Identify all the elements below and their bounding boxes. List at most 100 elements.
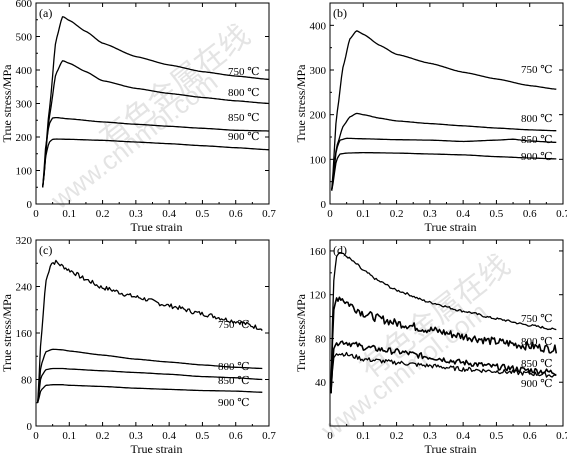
y-tick-label: 160 — [16, 328, 33, 340]
x-tick-label: 0.7 — [262, 208, 276, 220]
y-tick-label: 500 — [16, 32, 33, 44]
y-axis-title: True stress/MPa — [294, 64, 308, 143]
chart-panel: 0 0.1 0.2 0.3 0.4 0.5 0.6 0.7 0 100 200 300 400 True … — [294, 2, 567, 234]
x-tick-label: 0.2 — [96, 430, 110, 442]
x-tick-label: 0.4 — [162, 430, 176, 442]
y-tick-label: 40 — [315, 377, 327, 389]
series-label: 800 ℃ — [521, 336, 553, 348]
plot-frame — [329, 2, 564, 205]
x-tick-label: 0.5 — [196, 208, 210, 220]
x-tick-label: 0.1 — [356, 208, 370, 220]
y-axis-title: True stress/MPa — [294, 293, 308, 372]
x-axis-title: True strain — [131, 220, 183, 234]
series-label: 800 ℃ — [228, 87, 260, 99]
x-tick-label: 0.1 — [62, 208, 76, 220]
y-tick-label: 120 — [310, 290, 327, 302]
series-line — [330, 340, 557, 394]
series-line — [331, 151, 557, 191]
y-tick-label: 0 — [321, 199, 327, 211]
y-tick-label: 400 — [16, 65, 33, 77]
x-tick-label: 0.7 — [556, 208, 567, 220]
y-tick-label: 80 — [21, 375, 33, 387]
y-tick-label: 100 — [310, 154, 327, 166]
series-label: 750 ℃ — [218, 319, 250, 331]
chart-panel: 0 0.1 0.2 0.3 0.4 0.5 0.6 0.7 0 100 200 300 400 500 60… — [0, 0, 276, 234]
y-axis-title: True stress/MPa — [0, 293, 14, 372]
watermark-text-url: www.cnnmol.com — [314, 297, 493, 446]
x-tick-label: 0.6 — [523, 430, 537, 442]
x-tick-label: 0.7 — [262, 430, 276, 442]
series-line — [37, 384, 263, 403]
y-tick-label: 600 — [16, 0, 33, 10]
y-axis-title: True stress/MPa — [0, 64, 14, 143]
series-line — [331, 30, 557, 191]
y-tick-label: 320 — [16, 235, 33, 247]
series-label: 750 ℃ — [521, 64, 553, 76]
x-axis-title: True strain — [425, 442, 477, 454]
x-tick-label: 0.4 — [456, 430, 470, 442]
series-line — [42, 116, 269, 188]
series-label: 850 ℃ — [521, 134, 553, 146]
y-tick-label: 200 — [310, 110, 327, 122]
x-tick-label: 0.5 — [490, 430, 504, 442]
series-line — [331, 137, 557, 191]
y-tick-label: 100 — [16, 166, 33, 178]
series-label: 900 ℃ — [218, 397, 250, 409]
x-tick-label: 0.2 — [96, 208, 110, 220]
series-label: 850 ℃ — [228, 112, 260, 124]
y-tick-label: 160 — [310, 246, 327, 258]
series-line — [330, 296, 558, 394]
x-tick-label: 0.6 — [523, 208, 537, 220]
series-label: 900 ℃ — [228, 131, 260, 143]
panel-label: (b) — [333, 6, 347, 20]
x-tick-label: 0.1 — [356, 430, 370, 442]
y-tick-label: 300 — [310, 65, 327, 77]
series-label: 750 ℃ — [228, 66, 260, 78]
series-label: 800 ℃ — [218, 361, 250, 373]
y-tick-label: 80 — [315, 333, 327, 345]
x-tick-label: 0.6 — [229, 208, 243, 220]
series-label: 850 ℃ — [521, 358, 553, 370]
series-line — [330, 351, 557, 394]
x-tick-label: 0.3 — [423, 430, 437, 442]
watermark-text-url: www.cnnmol.com — [44, 67, 223, 216]
panel-label: (a) — [39, 6, 52, 20]
y-tick-label: 400 — [310, 20, 327, 32]
x-tick-label: 0.5 — [490, 208, 504, 220]
y-tick-label: 240 — [16, 282, 33, 294]
x-tick-label: 0.5 — [196, 430, 210, 442]
series-label: 900 ℃ — [521, 151, 553, 163]
series-line — [331, 112, 557, 191]
x-tick-label: 0 — [33, 430, 39, 442]
series-line — [42, 138, 269, 188]
series-label: 900 ℃ — [521, 378, 553, 390]
x-axis-title: True strain — [131, 442, 183, 454]
x-tick-label: 0 — [327, 430, 333, 442]
series-line — [330, 252, 557, 394]
x-tick-label: 0.1 — [62, 430, 76, 442]
y-tick-label: 0 — [27, 199, 33, 211]
chart-panel: 0 0.1 0.2 0.3 0.4 0.5 0.6 0.7 40 80 120 160 True str… — [294, 239, 567, 454]
x-tick-label: 0.4 — [456, 208, 470, 220]
series-line — [37, 259, 263, 403]
x-axis-title: True strain — [425, 220, 477, 234]
x-tick-label: 0 — [33, 208, 39, 220]
series-label: 850 ℃ — [218, 375, 250, 387]
series-line — [42, 16, 270, 188]
chart-panel: 0 0.1 0.2 0.3 0.4 0.5 0.6 0.7 0 80 160 240 320 True s… — [0, 235, 276, 454]
x-tick-label: 0.3 — [129, 208, 143, 220]
series-label: 750 ℃ — [521, 313, 553, 325]
series-label: 800 ℃ — [521, 113, 553, 125]
x-tick-label: 0.2 — [390, 208, 404, 220]
series-line — [37, 367, 263, 403]
x-tick-label: 0.2 — [390, 430, 404, 442]
panel-label: (c) — [39, 243, 52, 257]
x-tick-label: 0.6 — [229, 430, 243, 442]
x-tick-label: 0.4 — [162, 208, 176, 220]
series-line — [37, 348, 263, 403]
y-tick-label: 200 — [16, 132, 33, 144]
x-tick-label: 0.7 — [556, 430, 567, 442]
x-tick-label: 0.3 — [129, 430, 143, 442]
